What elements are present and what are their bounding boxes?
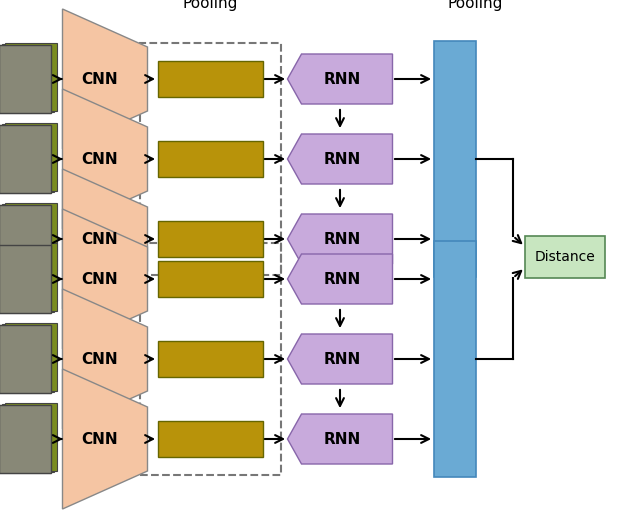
Polygon shape	[287, 54, 392, 104]
Bar	[0, 205, 51, 273]
Polygon shape	[287, 254, 392, 304]
Bar	[0, 205, 51, 273]
Text: RNN: RNN	[323, 152, 360, 167]
Polygon shape	[63, 369, 147, 509]
Text: CNN: CNN	[82, 231, 118, 247]
Bar	[157, 61, 262, 97]
Polygon shape	[287, 214, 392, 264]
Bar	[0, 45, 51, 113]
Bar	[2, 324, 54, 392]
Bar	[0, 245, 51, 313]
Bar	[0, 245, 51, 313]
Text: Attentive Temporal
Pooling: Attentive Temporal Pooling	[403, 0, 548, 11]
Text: CNN: CNN	[82, 71, 118, 86]
Text: RNN: RNN	[323, 231, 360, 247]
Bar	[0, 125, 51, 193]
Text: Spatial Pyramid
Pooling: Spatial Pyramid Pooling	[150, 0, 270, 11]
Bar	[5, 323, 57, 391]
Bar	[157, 261, 262, 297]
Bar	[157, 141, 262, 177]
Bar	[0, 405, 51, 473]
Text: CNN: CNN	[82, 352, 118, 366]
Polygon shape	[63, 9, 147, 149]
Bar	[2, 244, 54, 312]
Bar	[5, 203, 57, 271]
Polygon shape	[63, 209, 147, 349]
Bar	[5, 403, 57, 471]
Bar	[0, 325, 51, 393]
Bar	[0, 325, 51, 393]
Text: Distance: Distance	[534, 250, 595, 264]
Bar	[2, 124, 54, 192]
Polygon shape	[63, 289, 147, 429]
Polygon shape	[287, 134, 392, 184]
Bar	[434, 241, 476, 477]
Bar	[157, 221, 262, 257]
Bar	[5, 243, 57, 311]
Bar	[140, 243, 280, 475]
Polygon shape	[63, 169, 147, 309]
Bar	[525, 236, 605, 278]
Bar	[157, 341, 262, 377]
Text: CNN: CNN	[82, 431, 118, 447]
Bar	[2, 204, 54, 272]
Bar	[2, 44, 54, 112]
Polygon shape	[287, 334, 392, 384]
Polygon shape	[287, 414, 392, 464]
Text: RNN: RNN	[323, 271, 360, 286]
Bar	[157, 421, 262, 457]
Bar	[2, 404, 54, 472]
Bar	[140, 43, 280, 275]
Bar	[0, 45, 51, 113]
Text: CNN: CNN	[82, 152, 118, 167]
Text: RNN: RNN	[323, 71, 360, 86]
Bar	[5, 123, 57, 191]
Bar	[0, 125, 51, 193]
Bar	[434, 41, 476, 277]
Text: RNN: RNN	[323, 431, 360, 447]
Polygon shape	[63, 89, 147, 229]
Text: RNN: RNN	[323, 352, 360, 366]
Bar	[5, 43, 57, 111]
Text: CNN: CNN	[82, 271, 118, 286]
Bar	[0, 405, 51, 473]
